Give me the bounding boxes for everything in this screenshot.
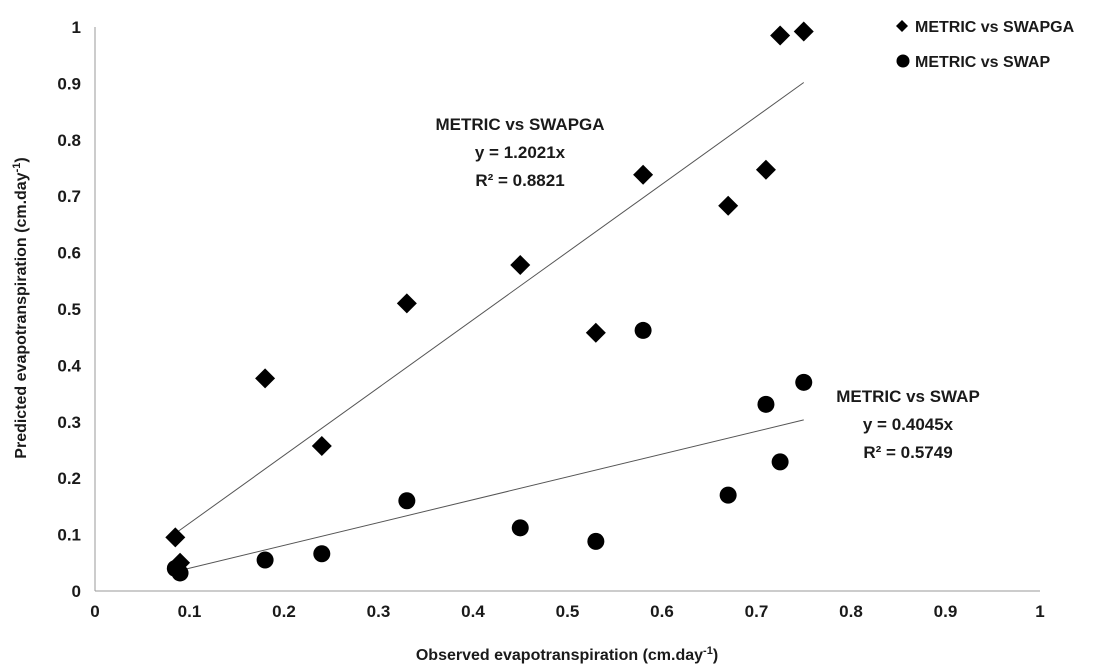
data-point-circle bbox=[795, 373, 813, 391]
data-point-circle bbox=[256, 551, 274, 569]
data-point-circle bbox=[398, 492, 416, 510]
data-point-diamond bbox=[718, 195, 739, 216]
y-axis-title-end: ) bbox=[13, 157, 30, 162]
y-axis-title-main: Predicted evapotranspiration (cm.day bbox=[13, 172, 30, 458]
trendline-name-swap: METRIC vs SWAP bbox=[836, 387, 980, 406]
trendline-equation-swap: y = 0.4045x bbox=[863, 415, 954, 434]
data-markers bbox=[165, 21, 814, 582]
y-tick-label: 0.8 bbox=[57, 131, 81, 150]
x-axis-title: Observed evapotranspiration (cm.day-1) bbox=[416, 645, 718, 664]
x-tick-label: 0.4 bbox=[461, 602, 485, 621]
trendline-name-swapga: METRIC vs SWAPGA bbox=[435, 115, 604, 134]
y-tick-label: 0.1 bbox=[57, 526, 81, 545]
data-point-diamond bbox=[510, 255, 531, 276]
data-point-diamond bbox=[165, 527, 186, 548]
x-tick-label: 0.6 bbox=[650, 602, 674, 621]
y-axis-title: Predicted evapotranspiration (cm.day-1) bbox=[11, 157, 30, 458]
data-point-circle bbox=[634, 321, 652, 339]
data-point-diamond bbox=[633, 164, 654, 185]
x-tick-label: 0 bbox=[90, 602, 99, 621]
x-axis-title-main: Observed evapotranspiration (cm.day bbox=[416, 647, 703, 664]
data-point-diamond bbox=[755, 159, 776, 180]
y-tick-label: 0.4 bbox=[57, 356, 81, 375]
data-point-circle bbox=[171, 564, 189, 582]
legend-entry-swap: METRIC vs SWAP bbox=[896, 54, 1050, 71]
data-point-circle bbox=[587, 532, 605, 550]
data-point-circle bbox=[719, 486, 737, 504]
y-tick-label: 0.2 bbox=[57, 469, 81, 488]
trendline-label-swap: METRIC vs SWAP y = 0.4045x R² = 0.5749 bbox=[836, 387, 980, 462]
data-point-diamond bbox=[311, 436, 332, 457]
y-axis-title-sup: -1 bbox=[11, 163, 23, 173]
data-point-circle bbox=[771, 453, 789, 471]
y-tick-label: 0.7 bbox=[57, 187, 81, 206]
x-tick-label: 0.1 bbox=[178, 602, 202, 621]
x-tick-label: 0.8 bbox=[839, 602, 863, 621]
trendlines bbox=[175, 82, 805, 573]
data-point-diamond bbox=[396, 293, 417, 314]
x-axis-title-end: ) bbox=[713, 647, 718, 664]
y-tick-label: 0.9 bbox=[57, 74, 81, 93]
data-point-circle bbox=[313, 545, 331, 563]
data-point-diamond bbox=[585, 322, 606, 343]
x-tick-label: 0.7 bbox=[745, 602, 769, 621]
y-tick-label: 0.6 bbox=[57, 244, 81, 263]
trendline-r2-swapga: R² = 0.8821 bbox=[475, 171, 564, 190]
data-point-diamond bbox=[770, 25, 791, 46]
x-tick-label: 0.9 bbox=[934, 602, 958, 621]
legend-circle-icon bbox=[896, 54, 910, 68]
y-tick-labels: 0 0.1 0.2 0.3 0.4 0.5 0.6 0.7 0.8 0.9 1 bbox=[57, 18, 81, 601]
legend-label-swapga: METRIC vs SWAPGA bbox=[915, 19, 1075, 36]
trendline-swapga bbox=[175, 82, 805, 534]
data-point-circle bbox=[757, 395, 775, 413]
y-tick-label: 0.5 bbox=[57, 300, 81, 319]
trendline-swap bbox=[175, 419, 804, 573]
legend-diamond-icon bbox=[896, 20, 908, 32]
x-tick-label: 0.2 bbox=[272, 602, 296, 621]
y-tick-label: 1 bbox=[72, 18, 81, 37]
y-tick-label: 0 bbox=[72, 582, 81, 601]
trendline-label-swapga: METRIC vs SWAPGA y = 1.2021x R² = 0.8821 bbox=[435, 115, 604, 190]
x-axis-title-sup: -1 bbox=[703, 645, 713, 657]
trendline-r2-swap: R² = 0.5749 bbox=[863, 443, 952, 462]
axes bbox=[94, 27, 1040, 592]
data-point-diamond bbox=[793, 21, 814, 42]
trendline-equation-swapga: y = 1.2021x bbox=[475, 143, 566, 162]
data-point-diamond bbox=[255, 368, 276, 389]
x-tick-labels: 0 0.1 0.2 0.3 0.4 0.5 0.6 0.7 0.8 0.9 1 bbox=[90, 602, 1044, 621]
legend: METRIC vs SWAPGA METRIC vs SWAP bbox=[896, 19, 1075, 71]
data-point-circle bbox=[511, 519, 529, 537]
x-tick-label: 0.5 bbox=[556, 602, 580, 621]
x-tick-label: 0.3 bbox=[367, 602, 391, 621]
y-tick-label: 0.3 bbox=[57, 413, 81, 432]
legend-entry-swapga: METRIC vs SWAPGA bbox=[896, 19, 1075, 36]
legend-label-swap: METRIC vs SWAP bbox=[915, 54, 1050, 71]
x-tick-label: 1 bbox=[1035, 602, 1044, 621]
